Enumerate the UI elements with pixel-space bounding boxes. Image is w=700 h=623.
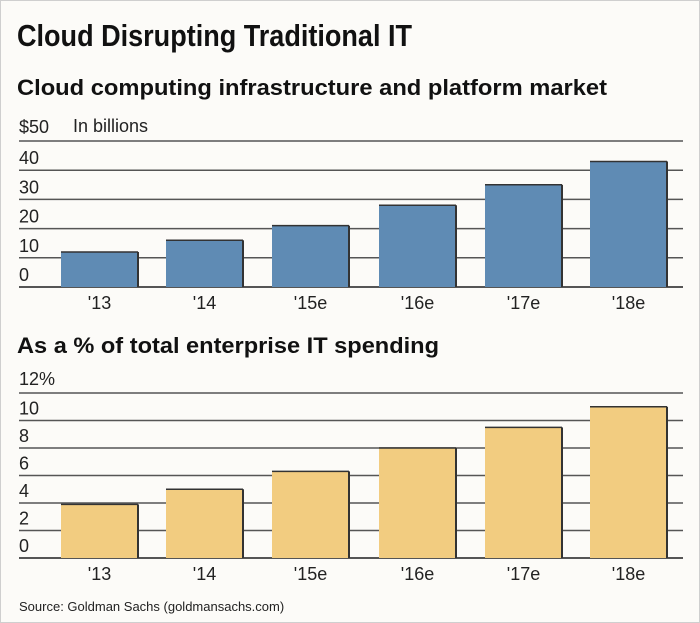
- chart1-unit-label: In billions: [73, 116, 148, 136]
- bar: [61, 251, 138, 287]
- x-tick-label: '18e: [612, 564, 645, 584]
- chart2-title: As a % of total enterprise IT spending: [17, 333, 439, 358]
- y-tick-label: 6: [19, 454, 29, 474]
- bar: [272, 471, 349, 558]
- chart1-title: Cloud computing infrastructure and platf…: [17, 75, 608, 100]
- bar: [272, 225, 349, 287]
- bar: [590, 406, 667, 558]
- x-tick-label: '15e: [294, 564, 327, 584]
- y-tick-label: 10: [19, 399, 39, 419]
- bar: [485, 184, 562, 287]
- x-tick-label: '16e: [401, 293, 434, 313]
- y-tick-label: 20: [19, 207, 39, 227]
- y-tick-label: 30: [19, 177, 39, 197]
- y-tick-label: 0: [19, 265, 29, 285]
- x-tick-label: '16e: [401, 564, 434, 584]
- bar: [590, 161, 667, 287]
- y-tick-label: 12%: [19, 369, 55, 389]
- y-tick-label: 40: [19, 148, 39, 168]
- y-tick-label: 2: [19, 509, 29, 529]
- x-tick-label: '13: [88, 293, 111, 313]
- y-tick-label: 0: [19, 536, 29, 556]
- y-tick-label: 8: [19, 426, 29, 446]
- bar: [166, 240, 243, 287]
- x-tick-label: '17e: [507, 293, 540, 313]
- source-note: Source: Goldman Sachs (goldmansachs.com): [19, 599, 284, 614]
- bar: [485, 427, 562, 558]
- x-tick-label: '18e: [612, 293, 645, 313]
- y-tick-label: 10: [19, 236, 39, 256]
- y-tick-label: $50: [19, 117, 49, 137]
- x-tick-label: '15e: [294, 293, 327, 313]
- figure-title: Cloud Disrupting Traditional IT: [17, 18, 412, 53]
- x-tick-label: '13: [88, 564, 111, 584]
- x-tick-label: '14: [193, 293, 216, 313]
- bar: [61, 504, 138, 558]
- chart1-plot: 0 10 20 30 40 $50 '13 '14 '15e '16e '17e '18e: [19, 117, 683, 313]
- chart2-plot: 0 2 4 6 8 10 12% '13 '14 '15e '16e '17e '18e: [19, 369, 683, 584]
- x-tick-label: '17e: [507, 564, 540, 584]
- y-tick-label: 4: [19, 481, 29, 501]
- bar: [379, 448, 456, 558]
- bar: [166, 489, 243, 558]
- x-tick-label: '14: [193, 564, 216, 584]
- bar: [379, 205, 456, 287]
